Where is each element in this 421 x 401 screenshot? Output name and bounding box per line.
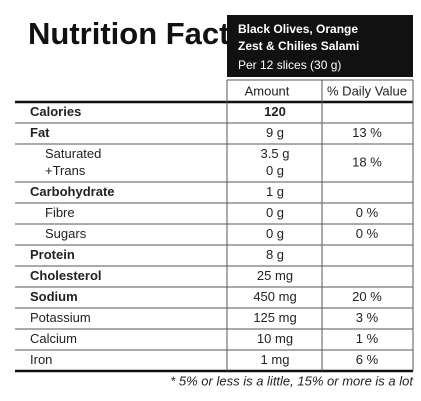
serving: Per 12 slices (30 g) bbox=[238, 58, 341, 72]
column-header: Amount bbox=[245, 83, 290, 98]
nutrient-label: Fat bbox=[30, 125, 50, 140]
title-line: Nutrition Facts bbox=[28, 16, 247, 51]
nutrient-label: Iron bbox=[30, 352, 52, 367]
nutrient-label: +Trans bbox=[45, 163, 86, 178]
amount: 8 g bbox=[266, 247, 284, 262]
amount: 120 bbox=[264, 104, 286, 119]
nutrient-label: Fibre bbox=[45, 205, 75, 220]
amount: 25 mg bbox=[257, 268, 293, 283]
amount: 0 g bbox=[266, 205, 284, 220]
nutrient-label: Calories bbox=[30, 104, 81, 119]
nutrient-label: Calcium bbox=[30, 331, 77, 346]
amount: 0 g bbox=[266, 163, 284, 178]
daily-value: 3 % bbox=[356, 310, 379, 325]
daily-value: 6 % bbox=[356, 352, 379, 367]
nutrient-label: Protein bbox=[30, 247, 75, 262]
product-name: Black Olives, Orange Zest & Chilies Salam… bbox=[238, 22, 359, 53]
daily-value: 20 % bbox=[352, 289, 382, 304]
amount: 125 mg bbox=[253, 310, 296, 325]
amount: 9 g bbox=[266, 125, 284, 140]
daily-value: 13 % bbox=[352, 125, 382, 140]
amount: 450 mg bbox=[253, 289, 296, 304]
amount: 10 mg bbox=[257, 331, 293, 346]
amount: 1 mg bbox=[261, 352, 290, 367]
daily-value: 0 % bbox=[356, 205, 379, 220]
nutrient-label: Carbohydrate bbox=[30, 184, 115, 199]
amount: 1 g bbox=[266, 184, 284, 199]
nutrient-label: Sugars bbox=[45, 226, 87, 241]
daily-value: 1 % bbox=[356, 331, 379, 346]
daily-value: 18 % bbox=[352, 154, 382, 169]
footnote: * 5% or less is a little, 15% or more is… bbox=[170, 373, 414, 388]
amount: 0 g bbox=[266, 226, 284, 241]
amount: 3.5 g bbox=[261, 146, 290, 161]
nutrient-label: Potassium bbox=[30, 310, 91, 325]
nutrient-label: Saturated bbox=[45, 146, 101, 161]
nutrient-label: Cholesterol bbox=[30, 268, 102, 283]
daily-value: 0 % bbox=[356, 226, 379, 241]
column-header: % Daily Value bbox=[327, 83, 407, 98]
nutrient-label: Sodium bbox=[30, 289, 78, 304]
header-box bbox=[227, 15, 413, 77]
